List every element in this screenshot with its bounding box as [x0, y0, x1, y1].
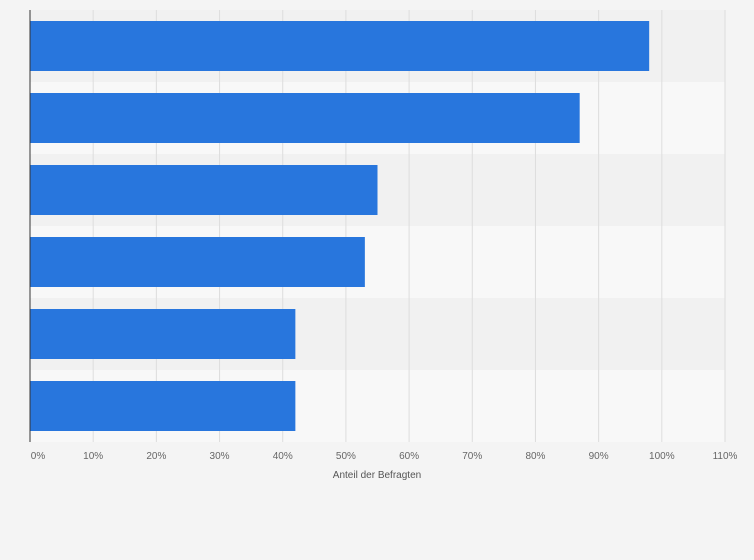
vertical-gridlines	[92, 10, 726, 442]
bar-series	[30, 21, 650, 431]
x-tick-label: 0%	[31, 451, 46, 462]
x-tick-label: 50%	[336, 451, 356, 462]
x-tick-label: 110%	[713, 451, 738, 462]
bar[interactable]	[30, 381, 296, 431]
bar[interactable]	[30, 93, 580, 143]
bar[interactable]	[30, 165, 378, 215]
x-tick-label: 60%	[399, 451, 419, 462]
x-tick-label: 40%	[273, 451, 293, 462]
x-tick-labels: 0% 10% 20% 30% 40% 50% 60% 70% 80% 90% 100% 110%	[31, 451, 738, 462]
x-tick-label: 90%	[589, 451, 609, 462]
bar[interactable]	[30, 237, 365, 287]
x-tick-label: 10%	[83, 451, 103, 462]
x-tick-label: 100%	[649, 451, 675, 462]
x-tick-label: 20%	[146, 451, 166, 462]
x-tick-label: 30%	[210, 451, 230, 462]
row-bands	[30, 10, 725, 442]
x-tick-label: 70%	[462, 451, 482, 462]
x-tick-label: 80%	[525, 451, 545, 462]
x-axis-title: Anteil der Befragten	[333, 470, 421, 481]
bar[interactable]	[30, 21, 650, 71]
bar[interactable]	[30, 309, 296, 359]
